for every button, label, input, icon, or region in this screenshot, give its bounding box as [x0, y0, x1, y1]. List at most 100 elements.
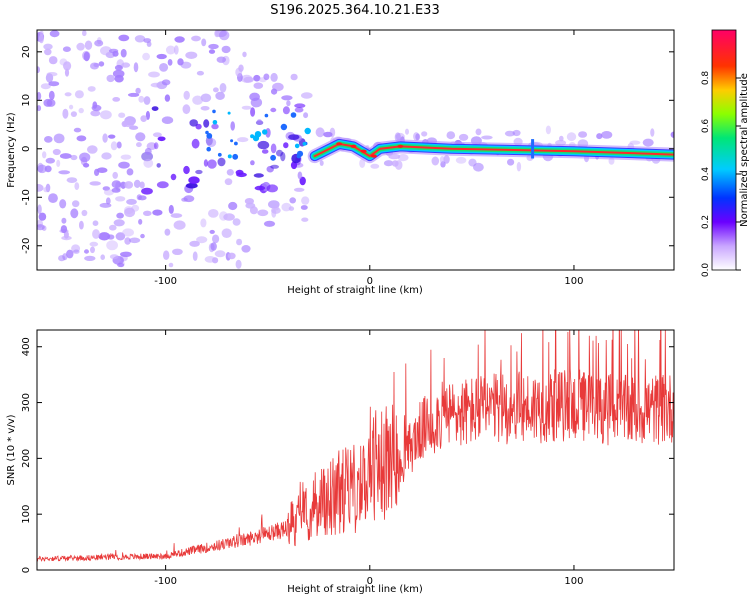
- spectrogram-cell: [230, 139, 234, 143]
- spectrogram-cell: [192, 95, 204, 105]
- spectrogram-cell: [107, 234, 115, 240]
- spectrogram-cell: [44, 48, 52, 56]
- spectrogram-cell: [106, 74, 115, 83]
- spectrogram-cell: [177, 58, 184, 66]
- spectrogram-cell: [282, 106, 290, 115]
- spectrogram-cell: [112, 171, 118, 179]
- spectrogram-cell: [109, 254, 119, 260]
- spectrogram-cell: [601, 131, 613, 139]
- spectrogram-cell: [63, 61, 72, 71]
- spectrogram-cell: [139, 181, 145, 189]
- spectrogram-xlabel: Height of straight line (km): [287, 285, 423, 296]
- spectrogram-cell: [244, 198, 254, 205]
- spectrogram-cell: [117, 262, 125, 268]
- spectrogram-hotspot: [370, 154, 377, 158]
- spectrogram-cell: [266, 184, 278, 193]
- spectrogram-cell: [120, 251, 132, 257]
- spectrogram-cell: [83, 163, 90, 168]
- spectrogram-cell: [270, 72, 278, 82]
- colorbar: 0.0 0.2 0.4 0.6 0.8 Normalized spectral ampl…: [701, 29, 750, 277]
- spectrogram-cell: [92, 220, 99, 226]
- spectrogram-cell: [73, 249, 80, 254]
- spectrogram-cell: [83, 51, 90, 62]
- spectrogram-cell: [74, 90, 84, 99]
- x-tick-label: -100: [154, 276, 177, 287]
- spectrogram-cell: [301, 92, 313, 99]
- spectrogram-cell: [38, 34, 44, 44]
- spectrogram-cell: [270, 143, 277, 154]
- spectrogram-cell: [84, 249, 89, 254]
- spectrogram-cell: [37, 204, 42, 215]
- spectrogram-cell: [167, 59, 173, 66]
- spectrogram-cell: [559, 135, 564, 142]
- spectrogram-cell: [206, 146, 211, 152]
- spectrogram-hotspot: [336, 142, 343, 146]
- spectrogram-cell: [113, 219, 125, 227]
- spectrogram-cell: [136, 142, 142, 148]
- spectrogram-cell: [91, 104, 102, 112]
- spectrogram-cell: [143, 158, 154, 168]
- spectrogram-cell: [391, 160, 399, 167]
- spectrogram-cell: [253, 74, 261, 82]
- spectrogram-cell: [273, 204, 280, 211]
- spectrogram-cell: [161, 79, 171, 86]
- spectrogram-cell: [94, 39, 104, 47]
- spectrogram-cell: [140, 115, 147, 122]
- y-tick-label: 300: [21, 393, 32, 412]
- spectrogram-cell: [73, 127, 82, 133]
- spectrogram-cell: [650, 128, 655, 137]
- y-tick-label: 0: [21, 567, 32, 573]
- spectrogram-cell: [217, 152, 222, 157]
- spectrogram-cell: [304, 127, 311, 135]
- spectrogram-cell: [208, 49, 216, 54]
- spectrogram-cell: [100, 46, 112, 56]
- spectrogram-cell: [173, 45, 179, 55]
- spectrogram-cell: [446, 131, 456, 140]
- spectrogram-cell: [250, 97, 263, 108]
- spectrogram-cell: [100, 254, 105, 260]
- spectrogram-cell: [195, 169, 203, 175]
- spectrogram-cell: [270, 164, 279, 169]
- x-tick-label: 0: [367, 576, 373, 587]
- spectrogram-cell: [81, 209, 88, 217]
- spectrogram-cell: [94, 168, 100, 176]
- spectrogram-cell: [211, 123, 219, 130]
- spectrogram-cell: [129, 237, 141, 244]
- spectrogram-cell: [268, 200, 280, 209]
- spectrogram-cell: [159, 63, 169, 72]
- spectrogram-cell: [114, 64, 123, 71]
- spectrogram-cell: [289, 197, 297, 204]
- spectrogram-cell: [39, 30, 44, 36]
- spectrogram-cell: [148, 71, 160, 78]
- spectrogram-cell: [221, 228, 232, 238]
- spectrogram-cell: [74, 182, 80, 191]
- spectrogram-cell: [227, 154, 232, 159]
- spectrogram-cell: [315, 127, 325, 138]
- spectrogram-cell: [110, 141, 118, 151]
- spectrogram-cell: [138, 95, 145, 103]
- spectrogram-cell: [48, 193, 58, 204]
- spectrogram-cell: [294, 107, 304, 113]
- spectrogram-cell: [58, 255, 66, 262]
- spectrogram-cell: [70, 154, 78, 161]
- spectrogram-cell: [121, 62, 131, 68]
- x-tick-label: -100: [154, 576, 177, 587]
- spectrogram-cell: [136, 194, 142, 201]
- spectrogram-cell: [281, 95, 293, 101]
- y-tick-label: 20: [21, 45, 32, 58]
- spectrogram-cell: [76, 135, 87, 142]
- spectrogram-cell: [44, 165, 52, 173]
- spectrogram-cell: [106, 240, 118, 251]
- spectrogram-cell: [37, 164, 47, 174]
- spectrogram-cell: [196, 70, 204, 76]
- spectrogram-cell: [60, 225, 68, 234]
- spectrogram-cell: [230, 121, 235, 131]
- colorbar-tick-label: 0.6: [701, 119, 711, 134]
- spectrogram-cell: [38, 212, 47, 221]
- snr-ylabel: SNR (10 * v/v): [6, 414, 17, 485]
- spectrogram-cell: [235, 169, 244, 176]
- spectrogram-cell: [112, 97, 121, 102]
- spectrogram-cell: [76, 42, 85, 51]
- spectrogram-cell: [286, 100, 291, 107]
- spectrogram-cell: [290, 112, 297, 118]
